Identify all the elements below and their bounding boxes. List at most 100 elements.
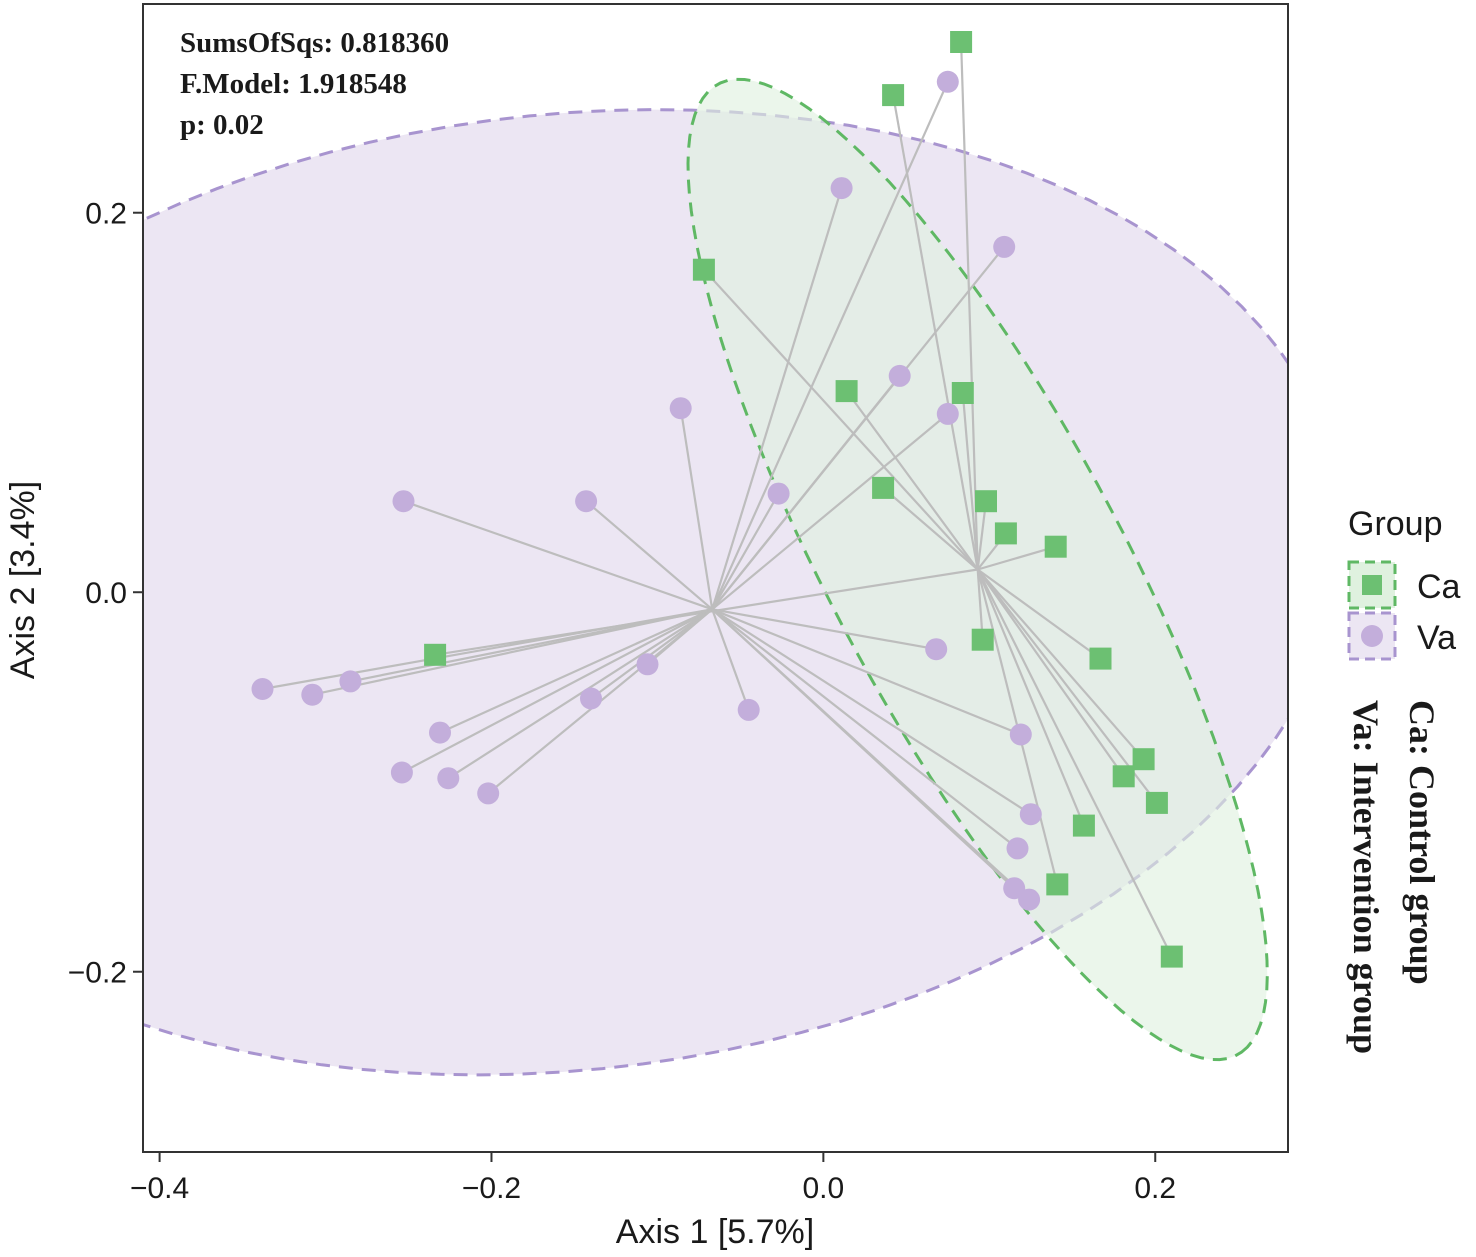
sample-points — [251, 31, 1183, 968]
spider-line-va-17 — [439, 608, 713, 734]
permanova-stats: SumsOfSqs: 0.818360 F.Model: 1.918548 p:… — [180, 27, 449, 141]
stat-sums-of-sqs: SumsOfSqs: 0.818360 — [180, 27, 449, 59]
point-ca-9 — [1044, 535, 1067, 558]
plot-panel-border — [142, 3, 1289, 1153]
y-axis-label: Axis 2 [3.4%] — [4, 481, 42, 679]
spider-line-ca-15 — [976, 568, 1158, 804]
legend-title: Group — [1348, 505, 1443, 543]
point-ca-2 — [882, 84, 905, 107]
spider-line-ca-14 — [976, 568, 1125, 777]
spider-line-va-4 — [711, 375, 901, 610]
point-va-8 — [392, 490, 415, 513]
point-ca-18 — [1160, 945, 1183, 968]
spider-line-va-5 — [711, 413, 949, 611]
legend-label-ca: Ca — [1417, 568, 1461, 606]
point-va-9 — [575, 490, 598, 513]
point-ca-3 — [692, 258, 715, 281]
x-tick-label-4: 0.2 — [1134, 1172, 1176, 1205]
spider-line-ca-7 — [976, 501, 988, 570]
y-tick-label-3: 0.2 — [85, 198, 127, 231]
point-ca-17 — [1046, 873, 1069, 896]
point-va-21 — [477, 782, 500, 805]
spider-line-ca-18 — [976, 569, 1173, 958]
spider-line-ca-13 — [976, 568, 1145, 760]
centroid-spider-lines — [262, 41, 1173, 958]
spider-line-ca-16 — [976, 569, 1085, 827]
point-va-1 — [936, 70, 959, 93]
spider-line-va-12 — [590, 608, 713, 700]
y-axis: −0.2 0.0 0.2 — [68, 198, 143, 990]
point-va-7 — [767, 482, 790, 505]
spider-line-va-7 — [711, 493, 780, 610]
spider-line-va-9 — [585, 500, 713, 611]
point-ca-15 — [1145, 791, 1168, 814]
point-ca-12 — [424, 643, 447, 666]
y-tick-label-2: 0.0 — [85, 577, 127, 610]
point-ca-8 — [994, 522, 1017, 545]
spider-line-va-14 — [262, 608, 713, 691]
point-va-22 — [1019, 803, 1042, 826]
point-va-13 — [737, 698, 760, 721]
spider-line-va-25 — [711, 608, 1030, 901]
point-va-10 — [925, 638, 948, 661]
point-va-5 — [936, 402, 959, 425]
annotation-control-group: Ca: Control group — [1402, 700, 1442, 985]
legend-label-va: Va — [1417, 619, 1456, 657]
spider-line-va-6 — [679, 408, 714, 610]
plot-area — [143, 31, 1288, 1077]
point-va-2 — [830, 177, 853, 200]
spider-line-va-2 — [711, 187, 843, 610]
point-va-3 — [993, 235, 1016, 258]
point-ca-1 — [950, 31, 973, 53]
spider-line-ca-1 — [960, 41, 979, 570]
point-ca-5 — [951, 382, 974, 404]
point-ca-4 — [835, 380, 858, 403]
spider-line-ca-4 — [845, 390, 979, 571]
legend-circle-icon — [1361, 625, 1383, 647]
spider-line-ca-10 — [976, 569, 984, 640]
point-va-25 — [1018, 888, 1041, 911]
spider-line-va-23 — [711, 608, 1019, 850]
point-va-23 — [1006, 837, 1029, 860]
point-ca-7 — [975, 490, 997, 513]
point-ca-6 — [872, 476, 895, 499]
stat-f-model: F.Model: 1.918548 — [180, 68, 407, 100]
spider-line-va-1 — [711, 81, 949, 610]
legend-square-icon — [1362, 575, 1382, 595]
point-va-6 — [669, 397, 692, 420]
point-ca-10 — [971, 628, 994, 651]
point-ca-16 — [1072, 814, 1095, 837]
point-va-12 — [580, 687, 602, 710]
spider-line-ca-3 — [703, 268, 979, 571]
point-va-4 — [888, 364, 911, 387]
spider-line-ca-6 — [882, 487, 979, 571]
x-tick-label-3: 0.0 — [803, 1172, 845, 1205]
spider-line-va-20 — [447, 608, 713, 780]
point-va-11 — [636, 653, 659, 676]
point-ca-13 — [1132, 748, 1155, 771]
spider-line-va-18 — [711, 608, 1022, 736]
point-va-17 — [429, 721, 451, 744]
point-va-15 — [301, 683, 324, 706]
spider-line-va-10 — [712, 608, 937, 651]
y-tick-label-1: −0.2 — [68, 957, 127, 990]
x-tick-label-2: −0.2 — [462, 1172, 521, 1205]
spider-line-ca-5 — [961, 392, 979, 570]
legend-entry-va: Va — [1347, 611, 1456, 661]
point-va-14 — [251, 678, 274, 700]
legend: Group Ca Va — [1347, 505, 1461, 661]
x-tick-label-1: −0.4 — [130, 1172, 189, 1205]
annotation-intervention-group: Va: Intervention group — [1346, 700, 1386, 1054]
point-ca-11 — [1089, 647, 1112, 670]
spider-line-ca-11 — [977, 568, 1102, 660]
group-definitions: Ca: Control group Va: Intervention group — [1346, 700, 1442, 1054]
spider-line-va-19 — [401, 608, 713, 774]
point-va-16 — [339, 670, 362, 693]
point-va-18 — [1009, 723, 1032, 746]
spider-line-va-13 — [711, 608, 750, 711]
point-ca-14 — [1112, 765, 1135, 788]
point-va-20 — [437, 767, 460, 790]
spider-line-va-8 — [403, 500, 713, 611]
spider-line-ca-9 — [977, 545, 1057, 571]
